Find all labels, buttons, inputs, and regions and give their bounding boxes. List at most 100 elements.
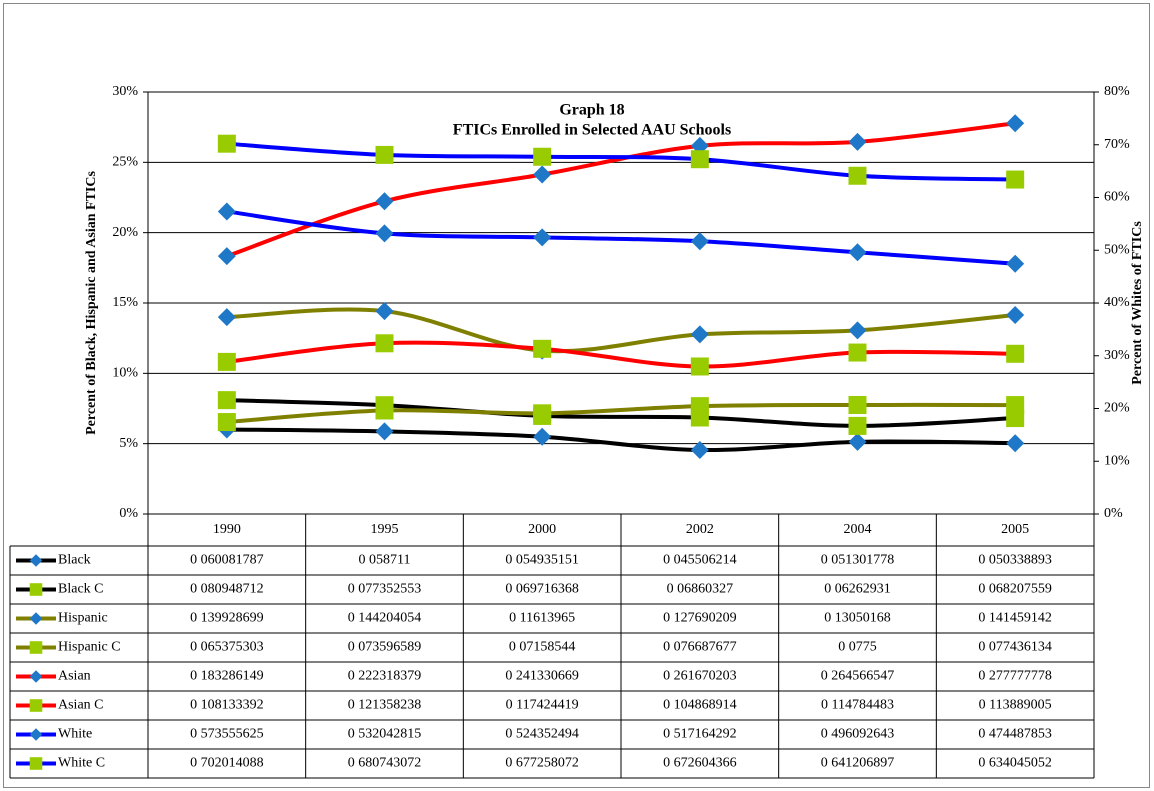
series-line xyxy=(226,340,1016,369)
y-tick-label: 0% xyxy=(119,506,138,521)
y-tick-label: 5% xyxy=(119,436,138,451)
table-cell: 0 07158544 xyxy=(509,640,576,655)
marker xyxy=(848,166,867,185)
marker xyxy=(1006,114,1025,133)
x-tick-label: 2005 xyxy=(1001,522,1029,537)
table-cell: 0 241330669 xyxy=(505,669,579,684)
y2-tick-label: 40% xyxy=(1104,295,1130,310)
table-cell: 0 050338893 xyxy=(978,553,1052,568)
x-tick-label: 2004 xyxy=(844,522,872,537)
table-cell: 0 113889005 xyxy=(979,698,1052,713)
x-tick-label: 2000 xyxy=(528,522,556,537)
table-cell: 0 077352553 xyxy=(348,582,422,597)
chart-subtitle: FTICs Enrolled in Selected AAU Schools xyxy=(453,122,731,139)
series-line xyxy=(226,141,1016,182)
table-cell: 0 496092643 xyxy=(821,727,895,742)
marker xyxy=(375,422,394,441)
table-cell: 0 11613965 xyxy=(509,611,575,626)
marker xyxy=(848,321,867,340)
table-cell: 0 144204054 xyxy=(348,611,422,626)
table-cell: 0 261670203 xyxy=(663,669,737,684)
table-cell: 0 677258072 xyxy=(505,756,579,771)
y-tick-label: 20% xyxy=(112,225,138,240)
legend-key-marker xyxy=(29,757,43,770)
marker xyxy=(375,401,394,420)
marker xyxy=(533,165,552,184)
marker xyxy=(1006,434,1025,453)
table-cell: 0 114784483 xyxy=(821,698,894,713)
legend-label: Hispanic xyxy=(58,611,108,626)
y2-tick-label: 10% xyxy=(1104,453,1130,468)
table-cell: 0 277777778 xyxy=(978,669,1052,684)
marker xyxy=(690,232,709,251)
y2-axis-title: Percent of Whites of FTICs xyxy=(1130,221,1145,385)
marker xyxy=(375,302,394,321)
table-cell: 0 073596589 xyxy=(348,640,422,655)
table-cell: 0 680743072 xyxy=(348,756,422,771)
legend-label: Asian xyxy=(58,669,91,684)
marker xyxy=(1006,396,1025,415)
y2-tick-label: 60% xyxy=(1104,190,1130,205)
table-cell: 0 076687677 xyxy=(663,640,737,655)
table-cell: 0 06262931 xyxy=(824,582,891,597)
legend-key-marker xyxy=(29,699,43,712)
y-tick-label: 25% xyxy=(112,155,138,170)
y2-tick-label: 70% xyxy=(1104,137,1130,152)
y-tick-label: 30% xyxy=(112,84,138,99)
series-line xyxy=(226,427,1016,453)
table-cell: 0 139928699 xyxy=(190,611,264,626)
table-cell: 0 077436134 xyxy=(978,640,1052,655)
marker xyxy=(375,192,394,211)
legend-label: Asian C xyxy=(58,698,104,713)
marker xyxy=(217,247,236,266)
series-line xyxy=(226,307,1016,354)
table-cell: 0 069716368 xyxy=(505,582,579,597)
legend-key-marker xyxy=(29,641,43,654)
table-cell: 0 573555625 xyxy=(190,727,264,742)
table-cell: 0 058711 xyxy=(359,553,411,568)
table-cell: 0 474487853 xyxy=(978,727,1052,742)
table-cell: 0 141459142 xyxy=(978,611,1052,626)
marker xyxy=(533,427,552,446)
marker xyxy=(375,224,394,243)
y2-tick-label: 0% xyxy=(1104,506,1123,521)
table-cell: 0 127690209 xyxy=(663,611,737,626)
marker xyxy=(217,202,236,221)
table-cell: 0 264566547 xyxy=(821,669,895,684)
marker xyxy=(1006,344,1025,363)
marker xyxy=(848,343,867,362)
series-line xyxy=(226,398,1016,428)
table-cell: 0 054935151 xyxy=(505,553,579,568)
table-cell: 0 0775 xyxy=(838,640,877,655)
marker xyxy=(848,395,867,414)
y2-tick-label: 50% xyxy=(1104,242,1130,257)
table-cell: 0 060081787 xyxy=(190,553,264,568)
marker xyxy=(533,339,552,358)
table-cell: 0 080948712 xyxy=(190,582,264,597)
marker xyxy=(217,308,236,327)
x-tick-label: 1995 xyxy=(371,522,399,537)
marker xyxy=(690,325,709,344)
y2-tick-label: 80% xyxy=(1104,84,1130,99)
marker xyxy=(690,150,709,169)
table-cell: 0 641206897 xyxy=(821,756,895,771)
marker xyxy=(217,134,236,153)
legend-label: White C xyxy=(58,756,105,771)
marker xyxy=(533,228,552,247)
legend-label: White xyxy=(58,727,92,742)
table-cell: 0 517164292 xyxy=(663,727,737,742)
y2-tick-label: 20% xyxy=(1104,401,1130,416)
marker xyxy=(533,404,552,423)
legend-label: Black C xyxy=(58,582,104,597)
marker xyxy=(533,147,552,166)
marker xyxy=(690,397,709,416)
table-cell: 0 06860327 xyxy=(667,582,734,597)
x-tick-label: 2002 xyxy=(686,522,714,537)
table-cell: 0 065375303 xyxy=(190,640,264,655)
table-cell: 0 672604366 xyxy=(663,756,737,771)
table-cell: 0 104868914 xyxy=(663,698,737,713)
table-cell: 0 13050168 xyxy=(824,611,891,626)
table-cell: 0 702014088 xyxy=(190,756,264,771)
